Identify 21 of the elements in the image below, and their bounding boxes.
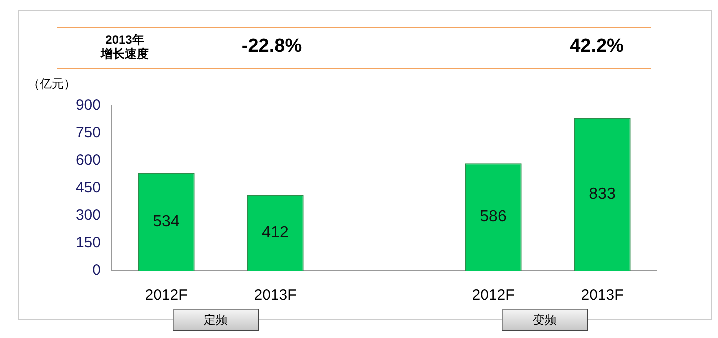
y-axis-title: （亿元） [28,76,76,93]
text: 42.2% [569,36,625,58]
y-tick-label: 750 [76,124,101,142]
x-tick-label: 2012F [145,287,188,304]
button: 变频 [502,309,588,331]
y-tick-label: 300 [76,207,101,224]
x-tick-label: 2013F [581,287,624,304]
y-tick-label: 0 [92,262,101,280]
y-tick-label: 150 [76,234,101,252]
data-label: 586 [480,208,507,226]
text: -22.8% [240,36,304,58]
y-tick-label: 900 [76,97,101,114]
data-label: 833 [589,186,616,204]
data-label: 534 [153,213,180,230]
x-tick-label: 2012F [472,287,515,304]
data-label: 412 [262,224,289,242]
y-tick-label: 600 [76,152,101,170]
x-tick-label: 2013F [254,287,297,304]
y-tick-label: 450 [76,180,101,197]
text: 2013年增长速度 [100,33,150,62]
button: 定频 [173,309,259,331]
